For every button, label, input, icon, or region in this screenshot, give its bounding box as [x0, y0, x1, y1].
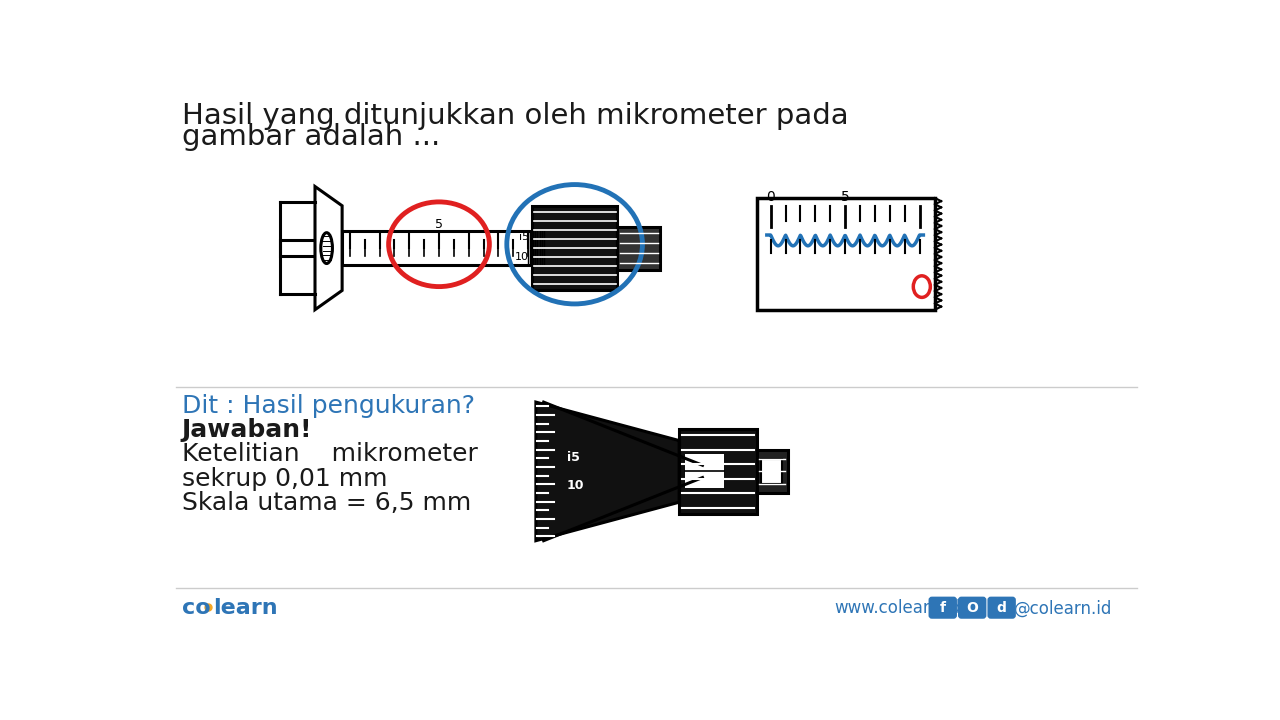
Bar [756, 450, 787, 493]
Ellipse shape [321, 233, 333, 264]
Text: Hasil yang ditunjukkan oleh mikrometer pada: Hasil yang ditunjukkan oleh mikrometer p… [182, 102, 849, 130]
Text: d: d [997, 600, 1006, 615]
Text: 10: 10 [567, 479, 585, 492]
Text: sekrup 0,01 mm: sekrup 0,01 mm [182, 467, 387, 491]
FancyBboxPatch shape [929, 598, 956, 618]
Bar [617, 227, 660, 270]
Text: Ketelitian    mikrometer: Ketelitian mikrometer [182, 442, 477, 466]
Text: O: O [966, 600, 978, 615]
Bar [760, 459, 782, 484]
Text: i5: i5 [518, 232, 529, 241]
Bar [756, 198, 934, 310]
Text: co: co [182, 598, 210, 618]
Text: 5: 5 [841, 190, 850, 204]
Bar [532, 206, 617, 290]
Text: i5: i5 [567, 451, 580, 464]
Text: learn: learn [212, 598, 278, 618]
Text: Dit : Hasil pengukuran?: Dit : Hasil pengukuran? [182, 395, 475, 418]
Bar [342, 231, 532, 265]
Text: f: f [940, 600, 946, 615]
Polygon shape [315, 186, 342, 310]
Bar [680, 429, 756, 514]
Text: gambar adalah ...: gambar adalah ... [182, 123, 440, 151]
Text: 0: 0 [767, 190, 776, 204]
Polygon shape [536, 402, 680, 541]
Text: 10: 10 [515, 252, 529, 262]
FancyBboxPatch shape [959, 598, 986, 618]
Text: Jawaban!: Jawaban! [182, 418, 312, 441]
Bar [686, 454, 724, 488]
Text: @colearn.id: @colearn.id [1014, 600, 1112, 618]
Text: Skala utama = 6,5 mm: Skala utama = 6,5 mm [182, 492, 471, 516]
Text: www.colearn.id: www.colearn.id [835, 600, 960, 618]
Bar [280, 240, 315, 256]
Text: 5: 5 [435, 218, 443, 231]
FancyBboxPatch shape [988, 598, 1015, 618]
